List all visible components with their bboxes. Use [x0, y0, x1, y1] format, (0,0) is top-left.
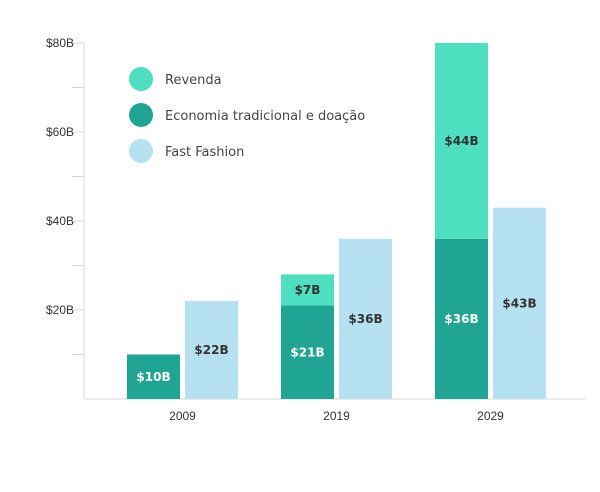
- bar-value-label: $36B: [348, 312, 382, 326]
- legend-label-fast-fashion: Fast Fashion: [165, 145, 244, 160]
- legend-label-economia: Economia tradicional e doação: [165, 109, 365, 124]
- bar-revenda-2029: [435, 43, 488, 239]
- x-tick-label: 2009: [169, 409, 196, 423]
- bar-value-label: $7B: [295, 283, 321, 297]
- legend-swatch-revenda: [129, 67, 153, 91]
- legend-item-revenda: Revenda: [129, 67, 222, 91]
- bar-value-label: $10B: [136, 370, 170, 384]
- bar-economia-2029: [435, 238, 488, 399]
- x-tick-label: 2019: [323, 409, 350, 423]
- x-tick-label: 2029: [477, 409, 504, 423]
- bar-economia-2019: [281, 305, 334, 399]
- legend-swatch-fast-fashion: [129, 139, 153, 163]
- legend: Revenda Economia tradicional e doação Fa…: [129, 67, 365, 163]
- legend-item-economia: Economia tradicional e doação: [129, 103, 365, 127]
- bar-value-label: $43B: [502, 296, 536, 310]
- bar-fast-fashion-2019: [339, 238, 392, 399]
- y-tick-label: $20B: [46, 303, 74, 317]
- bar-value-label: $44B: [444, 134, 478, 148]
- bar-economia-2009: [127, 354, 180, 399]
- y-tick-label: $40B: [46, 214, 74, 228]
- y-tick-label: $80B: [46, 36, 74, 50]
- y-tick-label: $60B: [46, 125, 74, 139]
- bar-revenda-2019: [281, 274, 334, 306]
- legend-item-fast-fashion: Fast Fashion: [129, 139, 244, 163]
- bar-value-label: $22B: [194, 343, 228, 357]
- legend-label-revenda: Revenda: [165, 73, 222, 88]
- bar-value-label: $36B: [444, 312, 478, 326]
- bar-fast-fashion-2029: [493, 207, 546, 399]
- bar-value-label: $21B: [290, 345, 324, 359]
- bar-fast-fashion-2009: [185, 301, 238, 399]
- legend-swatch-economia: [129, 103, 153, 127]
